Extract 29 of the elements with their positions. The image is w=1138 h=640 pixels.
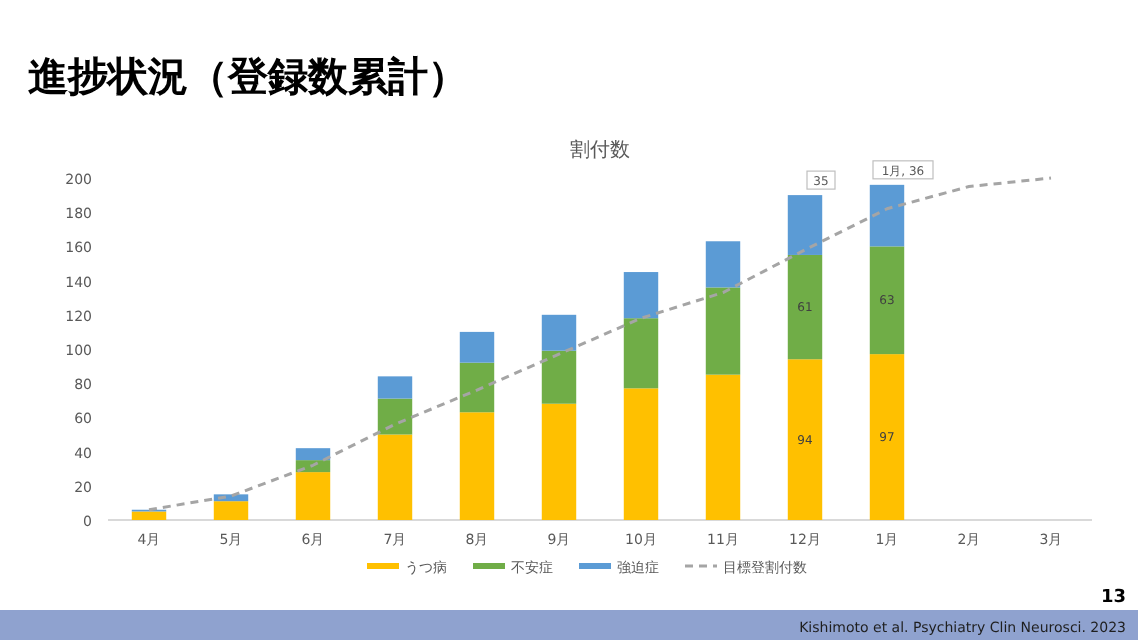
chart-subtitle: 割付数 [570,138,630,162]
bar [705,287,741,375]
bar [787,195,823,255]
bar [377,398,413,435]
bar [541,403,577,520]
bar [213,501,249,520]
bar [787,359,823,520]
bar [541,350,577,404]
bar [869,184,905,247]
bar [541,314,577,351]
bar [295,448,331,461]
bar [623,318,659,389]
bar [623,388,659,520]
bar [377,434,413,520]
bar [705,241,741,288]
bar [705,374,741,520]
bar [295,472,331,520]
bar [377,376,413,399]
bar [869,246,905,355]
text: 13 [1100,588,1126,608]
bar [459,412,495,520]
chart-title: 進捗状況（登録数累計） [28,52,468,100]
line-series [147,176,1053,512]
bar [131,511,167,520]
bar [459,362,495,413]
bar [869,354,905,520]
bar [787,254,823,360]
bar [459,331,495,363]
bar [623,272,659,319]
